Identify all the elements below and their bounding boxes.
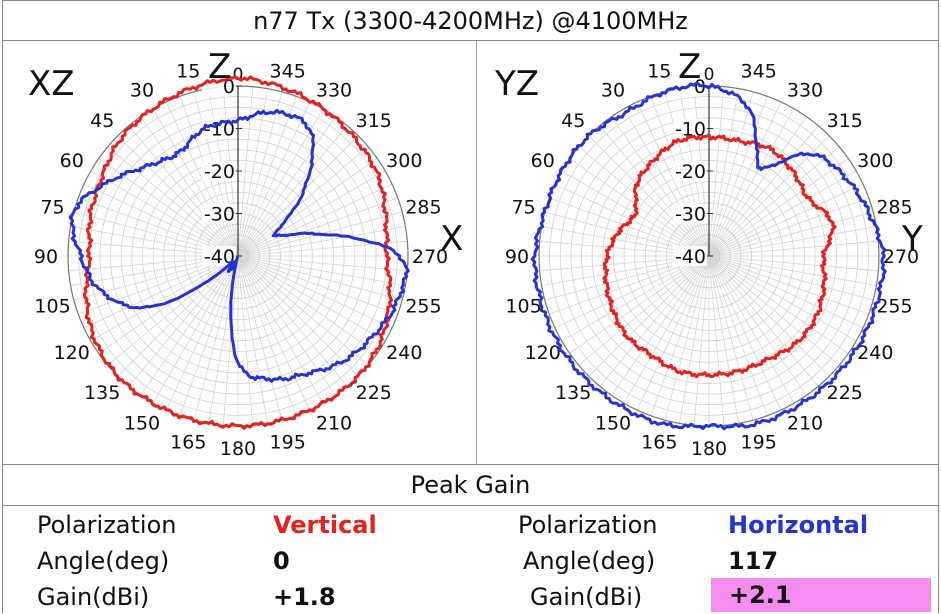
angle-tick-label: 240 (857, 342, 893, 364)
angle-tick-label: 165 (170, 431, 206, 453)
angle-tick-label: 225 (827, 382, 863, 404)
plane-label: YZ (494, 64, 539, 104)
angle-tick-label: 315 (356, 110, 392, 132)
peak-gain-table: Polarization Vertical Angle(deg) 0 Gain(… (2, 506, 939, 613)
angle-tick-label: 210 (316, 412, 352, 434)
angle-tick-label: 60 (60, 150, 84, 172)
r-tick-bg (202, 118, 236, 139)
top-axis-label: Z (208, 47, 231, 87)
r-tick-label: -40 (675, 246, 706, 268)
peak-gain-header: Peak Gain (2, 464, 939, 506)
angle-tick-label: 75 (511, 196, 535, 218)
angle-tick-label: 150 (595, 412, 631, 434)
angle-tick-label: 90 (34, 246, 58, 268)
angle-tick-label: 285 (876, 196, 912, 218)
angle-tick-label: 195 (270, 431, 306, 453)
angle-tick-label: 210 (787, 412, 823, 434)
right-angle-label: Angle(deg) (523, 547, 656, 575)
left-gain-value: +1.8 (273, 583, 336, 611)
angle-tick-label: 330 (316, 80, 352, 102)
right-angle-value: 117 (728, 547, 779, 575)
right-gain-label: Gain(dBi) (530, 583, 643, 611)
r-tick-bg (673, 203, 707, 224)
angle-tick-label: 30 (130, 80, 154, 102)
series-trace-blue (68, 108, 410, 383)
angle-tick-label: 135 (555, 382, 591, 404)
angle-tick-label: 270 (412, 246, 448, 268)
angle-tick-label: 285 (405, 196, 441, 218)
right-polarization-label: Polarization (518, 511, 658, 539)
series-trace-red (83, 75, 393, 430)
angle-tick-label: 270 (883, 246, 919, 268)
angle-tick-label: 75 (40, 196, 64, 218)
angle-tick-label: 105 (505, 296, 541, 318)
left-gain-label: Gain(dBi) (37, 583, 150, 611)
angle-tick-label: 60 (531, 150, 555, 172)
angle-tick-label: 165 (641, 431, 677, 453)
side-axis-label: X (440, 219, 463, 259)
angle-tick-label: 0 (704, 65, 715, 85)
angle-tick-label: 225 (356, 382, 392, 404)
r-tick-label: -30 (675, 204, 706, 226)
angle-tick-label: 180 (691, 438, 727, 460)
angle-tick-label: 330 (787, 80, 823, 102)
r-tick-bg (673, 161, 707, 181)
series-trace-blue (530, 81, 887, 431)
angle-tick-label: 345 (741, 61, 777, 83)
angle-tick-label: 300 (857, 150, 893, 172)
angle-tick-label: 105 (34, 296, 70, 318)
angle-tick-label: 345 (270, 61, 306, 83)
series-trace-red (602, 133, 837, 379)
plot-area (2, 41, 939, 464)
left-polarization-label: Polarization (37, 511, 177, 539)
angle-tick-label: 90 (505, 246, 529, 268)
plane-label: XZ (28, 64, 75, 104)
angle-tick-label: 15 (647, 61, 671, 83)
r-tick-bg (202, 246, 236, 266)
angle-tick-label: 180 (220, 438, 256, 460)
r-tick-label: -40 (204, 246, 235, 268)
polar-chart-yz: 0-10-20-30-40015304560759010512013515016… (494, 47, 923, 460)
left-polarization-value: Vertical (273, 511, 377, 539)
r-tick-label: -10 (675, 119, 706, 141)
angle-tick-label: 30 (601, 80, 625, 102)
angle-tick-label: 315 (827, 110, 863, 132)
r-tick-label: -20 (675, 161, 706, 183)
angle-tick-label: 240 (386, 342, 422, 364)
angle-tick-label: 150 (124, 412, 160, 434)
angle-tick-label: 120 (525, 342, 561, 364)
r-tick-bg (202, 161, 236, 181)
r-tick-bg (673, 118, 707, 139)
angle-tick-label: 45 (90, 110, 114, 132)
side-axis-label: Y (901, 219, 923, 259)
right-gain-value: +2.1 (711, 578, 931, 612)
right-polarization-value: Horizontal (728, 511, 869, 539)
r-tick-label: -10 (204, 119, 235, 141)
angle-tick-label: 120 (54, 342, 90, 364)
plot-divider (476, 41, 477, 464)
angle-tick-label: 195 (741, 431, 777, 453)
angle-tick-label: 255 (876, 296, 912, 318)
r-tick-label: -20 (204, 161, 235, 183)
polar-chart-xz: 0-10-20-30-40015304560759010512013515016… (28, 47, 463, 460)
angle-tick-label: 0 (233, 65, 244, 85)
angle-tick-label: 45 (561, 110, 585, 132)
left-angle-label: Angle(deg) (37, 547, 170, 575)
angle-tick-label: 300 (386, 150, 422, 172)
r-tick-label: -30 (204, 204, 235, 226)
polar-charts-svg: 0-10-20-30-40015304560759010512013515016… (28, 47, 923, 460)
angle-tick-label: 15 (176, 61, 200, 83)
angle-tick-label: 135 (84, 382, 120, 404)
left-angle-value: 0 (273, 547, 290, 575)
top-axis-label: Z (678, 47, 701, 87)
angle-tick-label: 255 (405, 296, 441, 318)
r-tick-bg (202, 203, 236, 224)
chart-title: n77 Tx (3300-4200MHz) @4100MHz (2, 0, 939, 41)
r-tick-bg (673, 246, 707, 266)
